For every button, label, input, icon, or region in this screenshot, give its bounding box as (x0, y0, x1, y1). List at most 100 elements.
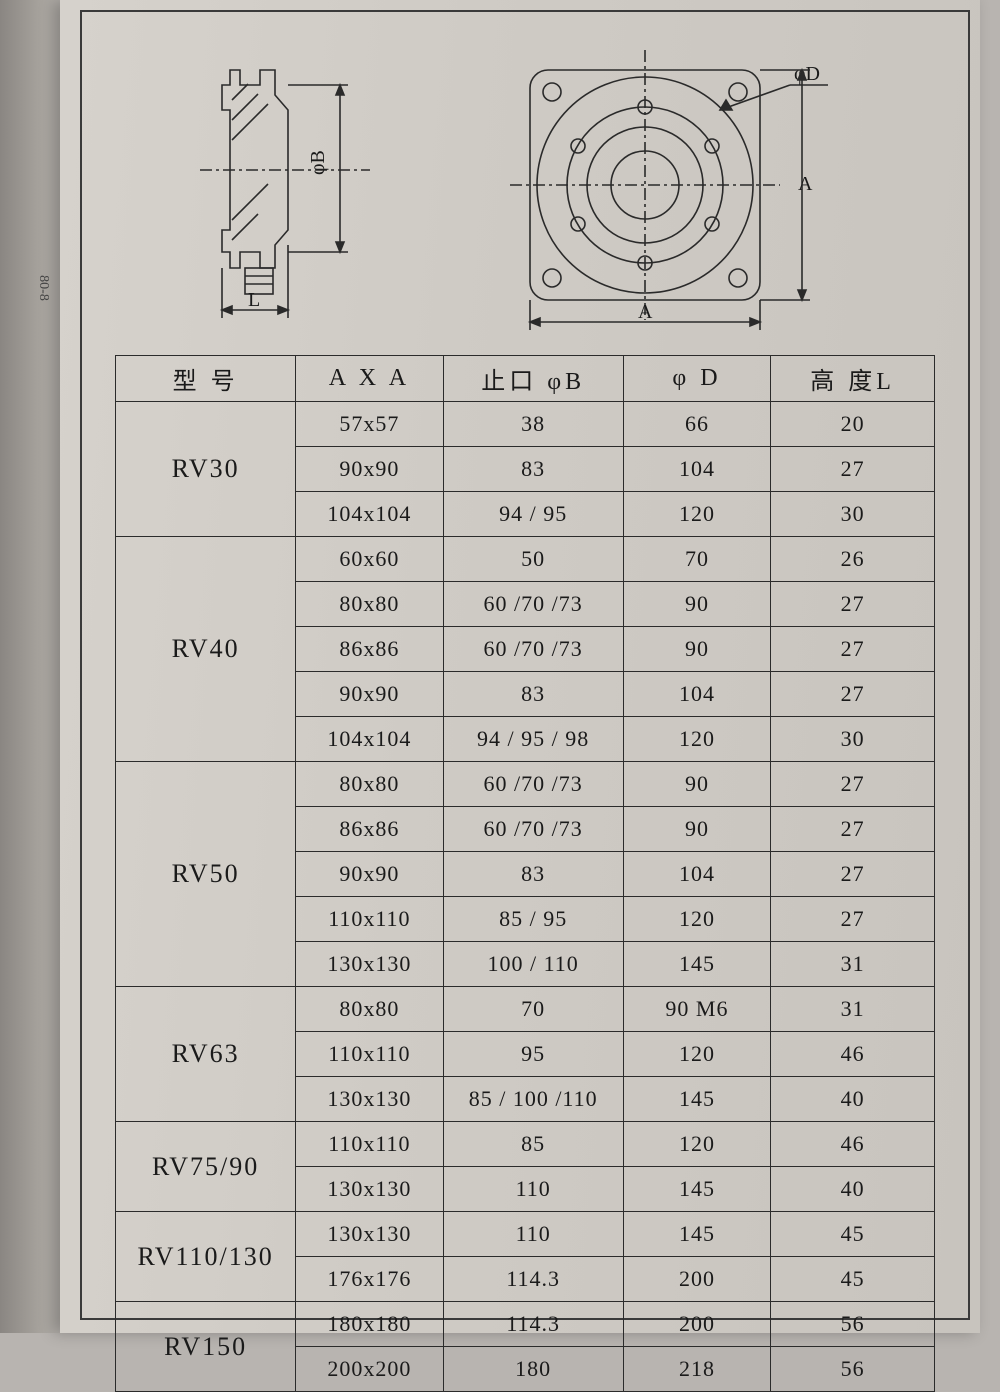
data-cell: 94 / 95 / 98 (443, 717, 623, 762)
data-cell: 45 (771, 1212, 935, 1257)
data-cell: 27 (771, 762, 935, 807)
table-row: RV3057x57386620 (116, 402, 935, 447)
data-cell: 145 (623, 1212, 770, 1257)
data-cell: 80x80 (296, 762, 443, 807)
data-cell: 38 (443, 402, 623, 447)
data-cell: 56 (771, 1347, 935, 1392)
model-cell: RV75/90 (116, 1122, 296, 1212)
data-cell: 114.3 (443, 1302, 623, 1347)
data-cell: 110x110 (296, 1122, 443, 1167)
data-cell: 104 (623, 852, 770, 897)
table-row: RV75/90110x1108512046 (116, 1122, 935, 1167)
data-cell: 80x80 (296, 582, 443, 627)
data-cell: 110x110 (296, 897, 443, 942)
data-cell: 120 (623, 1032, 770, 1077)
table-row: RV110/130130x13011014545 (116, 1212, 935, 1257)
data-cell: 80x80 (296, 987, 443, 1032)
data-cell: 104 (623, 672, 770, 717)
data-cell: 86x86 (296, 807, 443, 852)
data-cell: 86x86 (296, 627, 443, 672)
data-cell: 60 /70 /73 (443, 807, 623, 852)
data-cell: 90 (623, 807, 770, 852)
data-cell: 200x200 (296, 1347, 443, 1392)
data-cell: 66 (623, 402, 770, 447)
data-cell: 200 (623, 1302, 770, 1347)
data-cell: 90 (623, 627, 770, 672)
table-row: RV150180x180114.320056 (116, 1302, 935, 1347)
data-cell: 120 (623, 897, 770, 942)
data-cell: 90 (623, 582, 770, 627)
data-cell: 56 (771, 1302, 935, 1347)
data-cell: 90x90 (296, 852, 443, 897)
data-cell: 120 (623, 492, 770, 537)
model-cell: RV63 (116, 987, 296, 1122)
data-cell: 83 (443, 447, 623, 492)
data-cell: 30 (771, 717, 935, 762)
data-cell: 45 (771, 1257, 935, 1302)
data-cell: 110x110 (296, 1032, 443, 1077)
data-cell: 130x130 (296, 1077, 443, 1122)
data-cell: 70 (623, 537, 770, 582)
data-cell: 120 (623, 1122, 770, 1167)
data-cell: 176x176 (296, 1257, 443, 1302)
data-cell: 46 (771, 1032, 935, 1077)
data-cell: 57x57 (296, 402, 443, 447)
data-cell: 120 (623, 717, 770, 762)
col-model: 型 号 (116, 356, 296, 402)
data-cell: 218 (623, 1347, 770, 1392)
model-cell: RV50 (116, 762, 296, 987)
data-cell: 104x104 (296, 717, 443, 762)
data-cell: 83 (443, 852, 623, 897)
data-cell: 145 (623, 1167, 770, 1212)
data-cell: 200 (623, 1257, 770, 1302)
data-cell: 27 (771, 447, 935, 492)
col-axa: A X A (296, 356, 443, 402)
data-cell: 110 (443, 1167, 623, 1212)
model-cell: RV110/130 (116, 1212, 296, 1302)
spec-table-wrap: 型 号 A X A 止口 φB φ D 高 度L RV3057x57386620… (115, 355, 935, 1392)
side-view-diagram: φB L (200, 70, 370, 318)
label-L: L (248, 289, 260, 311)
data-cell: 100 / 110 (443, 942, 623, 987)
side-tab-label: 80-8 (35, 275, 51, 301)
data-cell: 27 (771, 897, 935, 942)
col-height: 高 度L (771, 356, 935, 402)
table-header-row: 型 号 A X A 止口 φB φ D 高 度L (116, 356, 935, 402)
data-cell: 180x180 (296, 1302, 443, 1347)
data-cell: 130x130 (296, 942, 443, 987)
data-cell: 27 (771, 672, 935, 717)
label-phiD: φD (794, 63, 820, 85)
spec-table: 型 号 A X A 止口 φB φ D 高 度L RV3057x57386620… (115, 355, 935, 1392)
data-cell: 114.3 (443, 1257, 623, 1302)
data-cell: 130x130 (296, 1212, 443, 1257)
model-cell: RV40 (116, 537, 296, 762)
data-cell: 40 (771, 1167, 935, 1212)
data-cell: 27 (771, 627, 935, 672)
data-cell: 26 (771, 537, 935, 582)
model-cell: RV150 (116, 1302, 296, 1392)
data-cell: 85 (443, 1122, 623, 1167)
data-cell: 145 (623, 1077, 770, 1122)
data-cell: 31 (771, 942, 935, 987)
table-row: RV5080x8060 /70 /739027 (116, 762, 935, 807)
data-cell: 27 (771, 582, 935, 627)
data-cell: 104x104 (296, 492, 443, 537)
data-cell: 85 / 100 /110 (443, 1077, 623, 1122)
data-cell: 50 (443, 537, 623, 582)
label-A-h: A (638, 301, 653, 323)
label-phiB: φB (307, 150, 329, 175)
data-cell: 40 (771, 1077, 935, 1122)
data-cell: 60x60 (296, 537, 443, 582)
data-cell: 94 / 95 (443, 492, 623, 537)
technical-diagrams: φB L (110, 40, 890, 330)
data-cell: 85 / 95 (443, 897, 623, 942)
table-row: RV6380x807090 M631 (116, 987, 935, 1032)
col-phid: φ D (623, 356, 770, 402)
data-cell: 30 (771, 492, 935, 537)
table-row: RV4060x60507026 (116, 537, 935, 582)
data-cell: 70 (443, 987, 623, 1032)
label-A-v: A (798, 173, 813, 195)
data-cell: 20 (771, 402, 935, 447)
data-cell: 60 /70 /73 (443, 627, 623, 672)
col-phib: 止口 φB (443, 356, 623, 402)
